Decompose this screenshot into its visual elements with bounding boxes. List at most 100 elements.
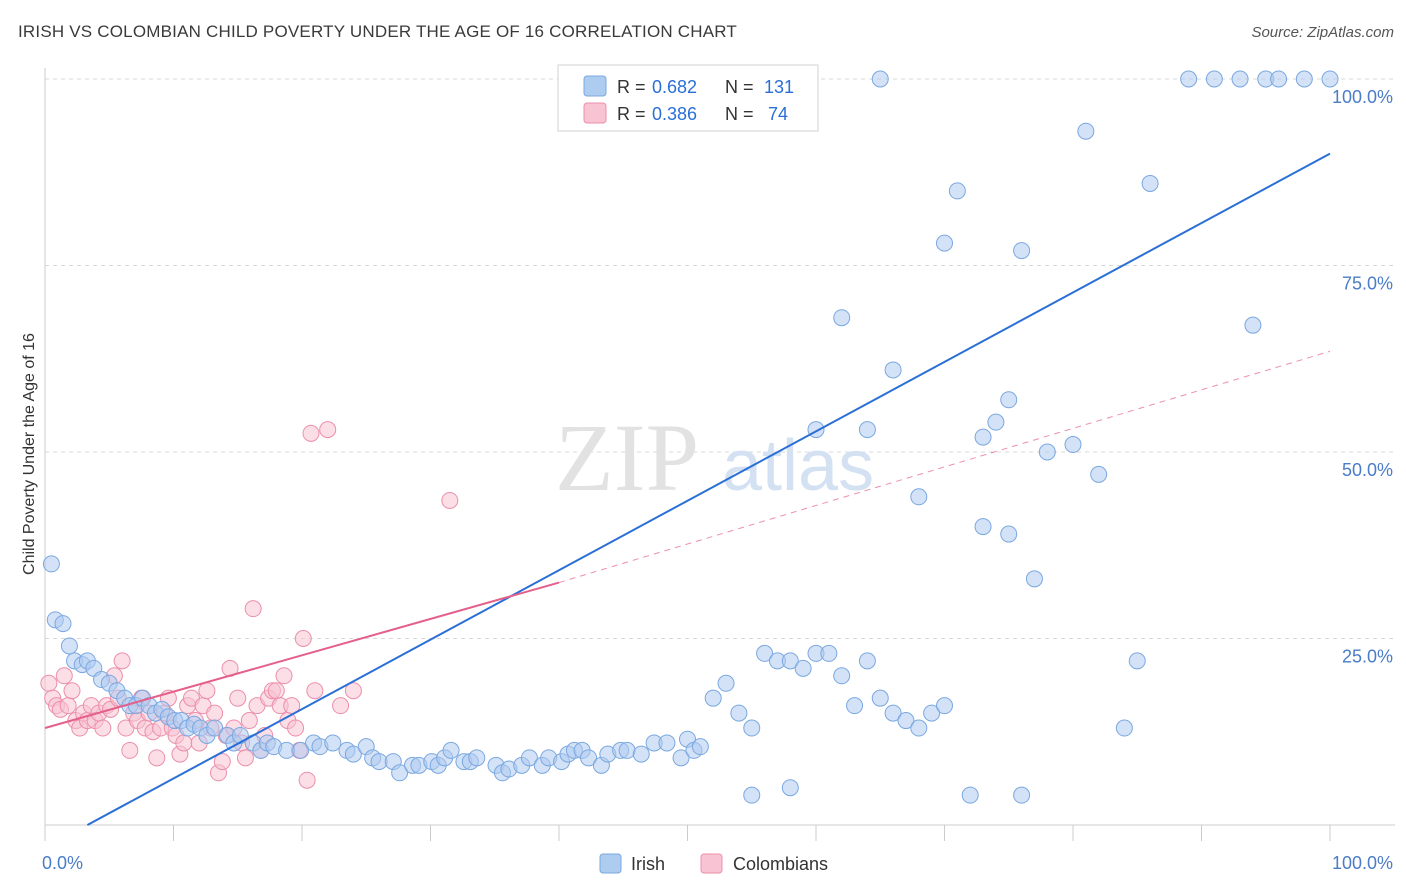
- colombians-point: [275, 667, 293, 685]
- irish-point: [42, 555, 60, 573]
- colombians-point: [198, 682, 216, 700]
- irish-point: [820, 644, 838, 662]
- colombians-point: [206, 704, 224, 722]
- colombians-point: [240, 712, 258, 730]
- irish-point: [278, 741, 296, 759]
- bottom-legend-colombians: Colombians: [733, 854, 828, 874]
- irish-point: [743, 786, 761, 804]
- colombians-point: [344, 682, 362, 700]
- irish-point: [370, 753, 388, 771]
- irish-point: [691, 738, 709, 756]
- y-tick-label: 100.0%: [1332, 87, 1393, 107]
- legend-n-label: N =: [725, 104, 754, 124]
- irish-point: [1077, 122, 1095, 140]
- irish-point: [961, 786, 979, 804]
- y-tick-label: 25.0%: [1342, 647, 1393, 667]
- irish-point: [1128, 652, 1146, 670]
- irish-point: [884, 704, 902, 722]
- irish-point: [580, 749, 598, 767]
- colombians-point: [94, 719, 112, 737]
- irish-point: [54, 615, 72, 633]
- colombians-point: [55, 667, 73, 685]
- irish-point: [1025, 570, 1043, 588]
- y-tick-label: 75.0%: [1342, 274, 1393, 294]
- irish-point: [833, 309, 851, 327]
- colombians-point: [441, 491, 459, 509]
- irish-point: [468, 749, 486, 767]
- legend-r-label: R =: [617, 104, 646, 124]
- irish-point: [391, 764, 409, 782]
- legend-r-label: R =: [617, 77, 646, 97]
- tick-labels: 100.0% 75.0% 50.0% 25.0% 0.0% 100.0%: [42, 87, 1393, 873]
- irish-point: [858, 652, 876, 670]
- irish-point: [324, 734, 342, 752]
- irish-point: [520, 749, 538, 767]
- irish-point: [1180, 70, 1198, 88]
- irish-point: [1270, 70, 1288, 88]
- irish-point: [743, 719, 761, 737]
- irish-trend-line: [86, 152, 1331, 826]
- irish-point: [987, 413, 1005, 431]
- irish-point: [717, 674, 735, 692]
- irish-point: [871, 70, 889, 88]
- colombians-point: [175, 734, 193, 752]
- irish-point: [897, 712, 915, 730]
- y-tick-label: 50.0%: [1342, 460, 1393, 480]
- legend-swatch-irish: [583, 75, 607, 97]
- colombians-point: [332, 697, 350, 715]
- irish-point: [794, 659, 812, 677]
- colombians-point: [302, 424, 320, 442]
- bottom-legend-swatch-irish: [599, 853, 622, 874]
- irish-point: [884, 361, 902, 379]
- irish-point: [618, 741, 636, 759]
- irish-point: [1038, 443, 1056, 461]
- irish-point: [974, 428, 992, 446]
- irish-point: [1000, 525, 1018, 543]
- irish-point: [923, 704, 941, 722]
- irish-point: [704, 689, 722, 707]
- irish-point: [1231, 70, 1249, 88]
- irish-point: [292, 741, 310, 759]
- colombians-point: [298, 771, 316, 789]
- irish-point: [206, 719, 224, 737]
- irish-point: [1244, 316, 1262, 334]
- colombians-point: [236, 749, 254, 767]
- watermark-atlas: atlas: [722, 426, 874, 506]
- x-tick-label-max: 100.0%: [1332, 853, 1393, 873]
- bottom-legend: Irish Colombians: [599, 853, 828, 874]
- colombians-trend-line: [44, 581, 560, 729]
- legend-r-colombians: 0.386: [652, 104, 697, 124]
- colombians-point: [63, 682, 81, 700]
- watermark: ZIP atlas: [555, 404, 874, 511]
- colombians-point: [113, 652, 131, 670]
- irish-point: [781, 652, 799, 670]
- colombians-point: [267, 682, 285, 700]
- irish-point: [1090, 465, 1108, 483]
- watermark-zip: ZIP: [555, 404, 699, 511]
- irish-point: [936, 234, 953, 252]
- irish-point: [910, 488, 928, 506]
- irish-point: [672, 749, 690, 767]
- colombians-point: [121, 741, 139, 759]
- irish-point: [730, 704, 748, 722]
- irish-point: [1013, 242, 1031, 260]
- colombians-point: [229, 689, 247, 707]
- colombians-point: [244, 600, 262, 618]
- colombians-point: [59, 697, 77, 715]
- colombians-point: [294, 630, 312, 647]
- irish-point: [846, 697, 864, 715]
- irish-point: [1295, 70, 1313, 88]
- irish-point: [658, 734, 676, 752]
- x-tick-label-min: 0.0%: [42, 853, 83, 873]
- colombians-point: [306, 682, 324, 700]
- bottom-legend-irish: Irish: [631, 854, 665, 874]
- irish-point: [1064, 436, 1082, 454]
- legend-box: R = 0.682 N = 131 R = 0.386 N = 74: [557, 64, 819, 132]
- irish-point: [858, 421, 876, 439]
- irish-point: [1141, 174, 1159, 192]
- irish-point: [1115, 719, 1133, 737]
- irish-point: [948, 182, 966, 200]
- irish-point: [60, 637, 78, 655]
- irish-point: [1000, 391, 1018, 409]
